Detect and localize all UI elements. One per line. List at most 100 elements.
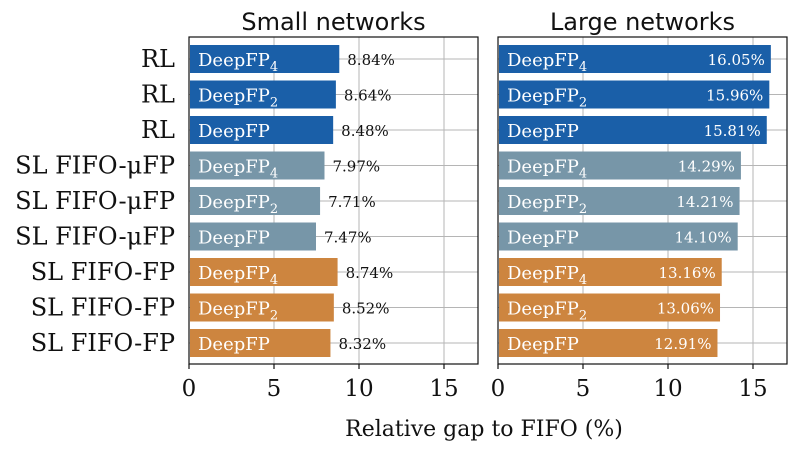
bar-label-base: DeepFP [507, 334, 579, 355]
data-label: 8.52% [342, 300, 390, 318]
bar-label-base: DeepFP [198, 50, 270, 71]
bar-label-base: DeepFP [507, 157, 579, 178]
bar-label-base: DeepFP [198, 192, 270, 213]
x-axis-label: Relative gap to FIFO (%) [345, 417, 623, 442]
data-label: 7.47% [324, 229, 372, 247]
data-label: 8.84% [347, 51, 395, 69]
bar-label-base: DeepFP [198, 263, 270, 284]
y-tick-label: SL FIFO-FP [31, 294, 175, 322]
bar [499, 258, 722, 286]
bar-label-base: DeepFP [507, 228, 579, 249]
data-label: 13.06% [657, 300, 714, 318]
bar [190, 151, 325, 180]
bar [190, 116, 334, 144]
bar [499, 187, 740, 215]
data-label: 7.71% [328, 193, 376, 211]
bar-label: DeepFP2 [507, 192, 587, 217]
bar-label-base: DeepFP [507, 121, 579, 142]
y-tick-label: SL FIFO-μFP [15, 223, 175, 251]
panel-title: Small networks [241, 8, 425, 36]
data-label: 8.74% [346, 264, 394, 282]
plot-frame [188, 36, 479, 365]
plot-frame [497, 36, 788, 365]
bar-label-base: DeepFP [198, 299, 270, 320]
data-label: 13.16% [659, 264, 716, 282]
bar [190, 222, 316, 251]
bar-label-subscript: 4 [270, 167, 278, 182]
bar-label-base: DeepFP [198, 334, 270, 355]
bar-label: DeepFP4 [198, 263, 278, 288]
x-tick-label: 0 [491, 376, 506, 402]
bar [499, 45, 771, 73]
y-tick-label: RL [141, 45, 175, 73]
bar [190, 329, 331, 357]
bar-label: DeepFP4 [198, 157, 278, 182]
y-tick-label: SL FIFO-μFP [15, 187, 175, 215]
bar-label: DeepFP [198, 334, 270, 355]
y-tick-label: RL [141, 116, 175, 144]
bar-label-base: DeepFP [198, 157, 270, 178]
bar-label-base: DeepFP [507, 263, 579, 284]
bar-label-base: DeepFP [198, 228, 270, 249]
data-label: 15.81% [704, 122, 761, 140]
data-label: 14.29% [678, 158, 735, 176]
x-tick-label: 10 [344, 376, 373, 402]
bar [190, 293, 334, 322]
bar-label: DeepFP [507, 228, 579, 249]
bar [499, 329, 718, 357]
bar [499, 80, 770, 109]
bar [499, 293, 721, 322]
data-label: 8.64% [344, 87, 392, 105]
bar [499, 151, 741, 180]
panel-title: Large networks [550, 8, 735, 36]
data-label: 8.48% [341, 122, 389, 140]
bar-label-subscript: 2 [270, 202, 278, 217]
bar [190, 45, 340, 73]
bar-label: DeepFP4 [198, 50, 278, 75]
bar-label: DeepFP2 [198, 86, 278, 111]
bar [499, 222, 738, 251]
bar-label-base: DeepFP [507, 86, 579, 107]
y-tick-label: RL [141, 81, 175, 109]
data-label: 7.97% [332, 158, 380, 176]
y-tick-labels: RL RL RL SL FIFO-μFP SL FIFO-μFP SL FIFO-μFP S… [15, 45, 175, 357]
x-tick-label: 5 [267, 376, 282, 402]
bar-label: DeepFP4 [507, 263, 587, 288]
bar-label-base: DeepFP [198, 86, 270, 107]
data-label: 16.05% [708, 51, 765, 69]
data-label: 15.96% [706, 87, 763, 105]
bar-label-subscript: 2 [270, 309, 278, 324]
data-label: 12.91% [654, 335, 711, 353]
bar [190, 80, 336, 109]
data-label: 8.32% [338, 335, 386, 353]
bar [499, 116, 767, 144]
bar-label-subscript: 4 [270, 273, 278, 288]
y-tick-label: SL FIFO-μFP [15, 152, 175, 180]
x-tick-label: 15 [738, 376, 767, 402]
data-label: 14.10% [674, 229, 731, 247]
bar-label: DeepFP2 [198, 299, 278, 324]
bar-label: DeepFP4 [507, 157, 587, 182]
bar-label-base: DeepFP [507, 50, 579, 71]
bar-label: DeepFP [507, 121, 579, 142]
y-tick-label: SL FIFO-FP [31, 258, 175, 286]
bar-label-subscript: 4 [579, 167, 587, 182]
bar-label: DeepFP2 [507, 86, 587, 111]
bar-label: DeepFP [198, 228, 270, 249]
bar [190, 258, 338, 286]
bar-label: DeepFP4 [507, 50, 587, 75]
bar-label: DeepFP2 [198, 192, 278, 217]
bar-label-subscript: 4 [579, 60, 587, 75]
x-tick-label: 0 [182, 376, 197, 402]
bar-label-subscript: 4 [270, 60, 278, 75]
y-tick-label: SL FIFO-FP [31, 329, 175, 357]
bar-label-subscript: 2 [579, 202, 587, 217]
bar-label: DeepFP [507, 334, 579, 355]
bar-label-base: DeepFP [507, 192, 579, 213]
bar-label-base: DeepFP [198, 121, 270, 142]
x-tick-label: 10 [653, 376, 682, 402]
bar [190, 187, 321, 215]
